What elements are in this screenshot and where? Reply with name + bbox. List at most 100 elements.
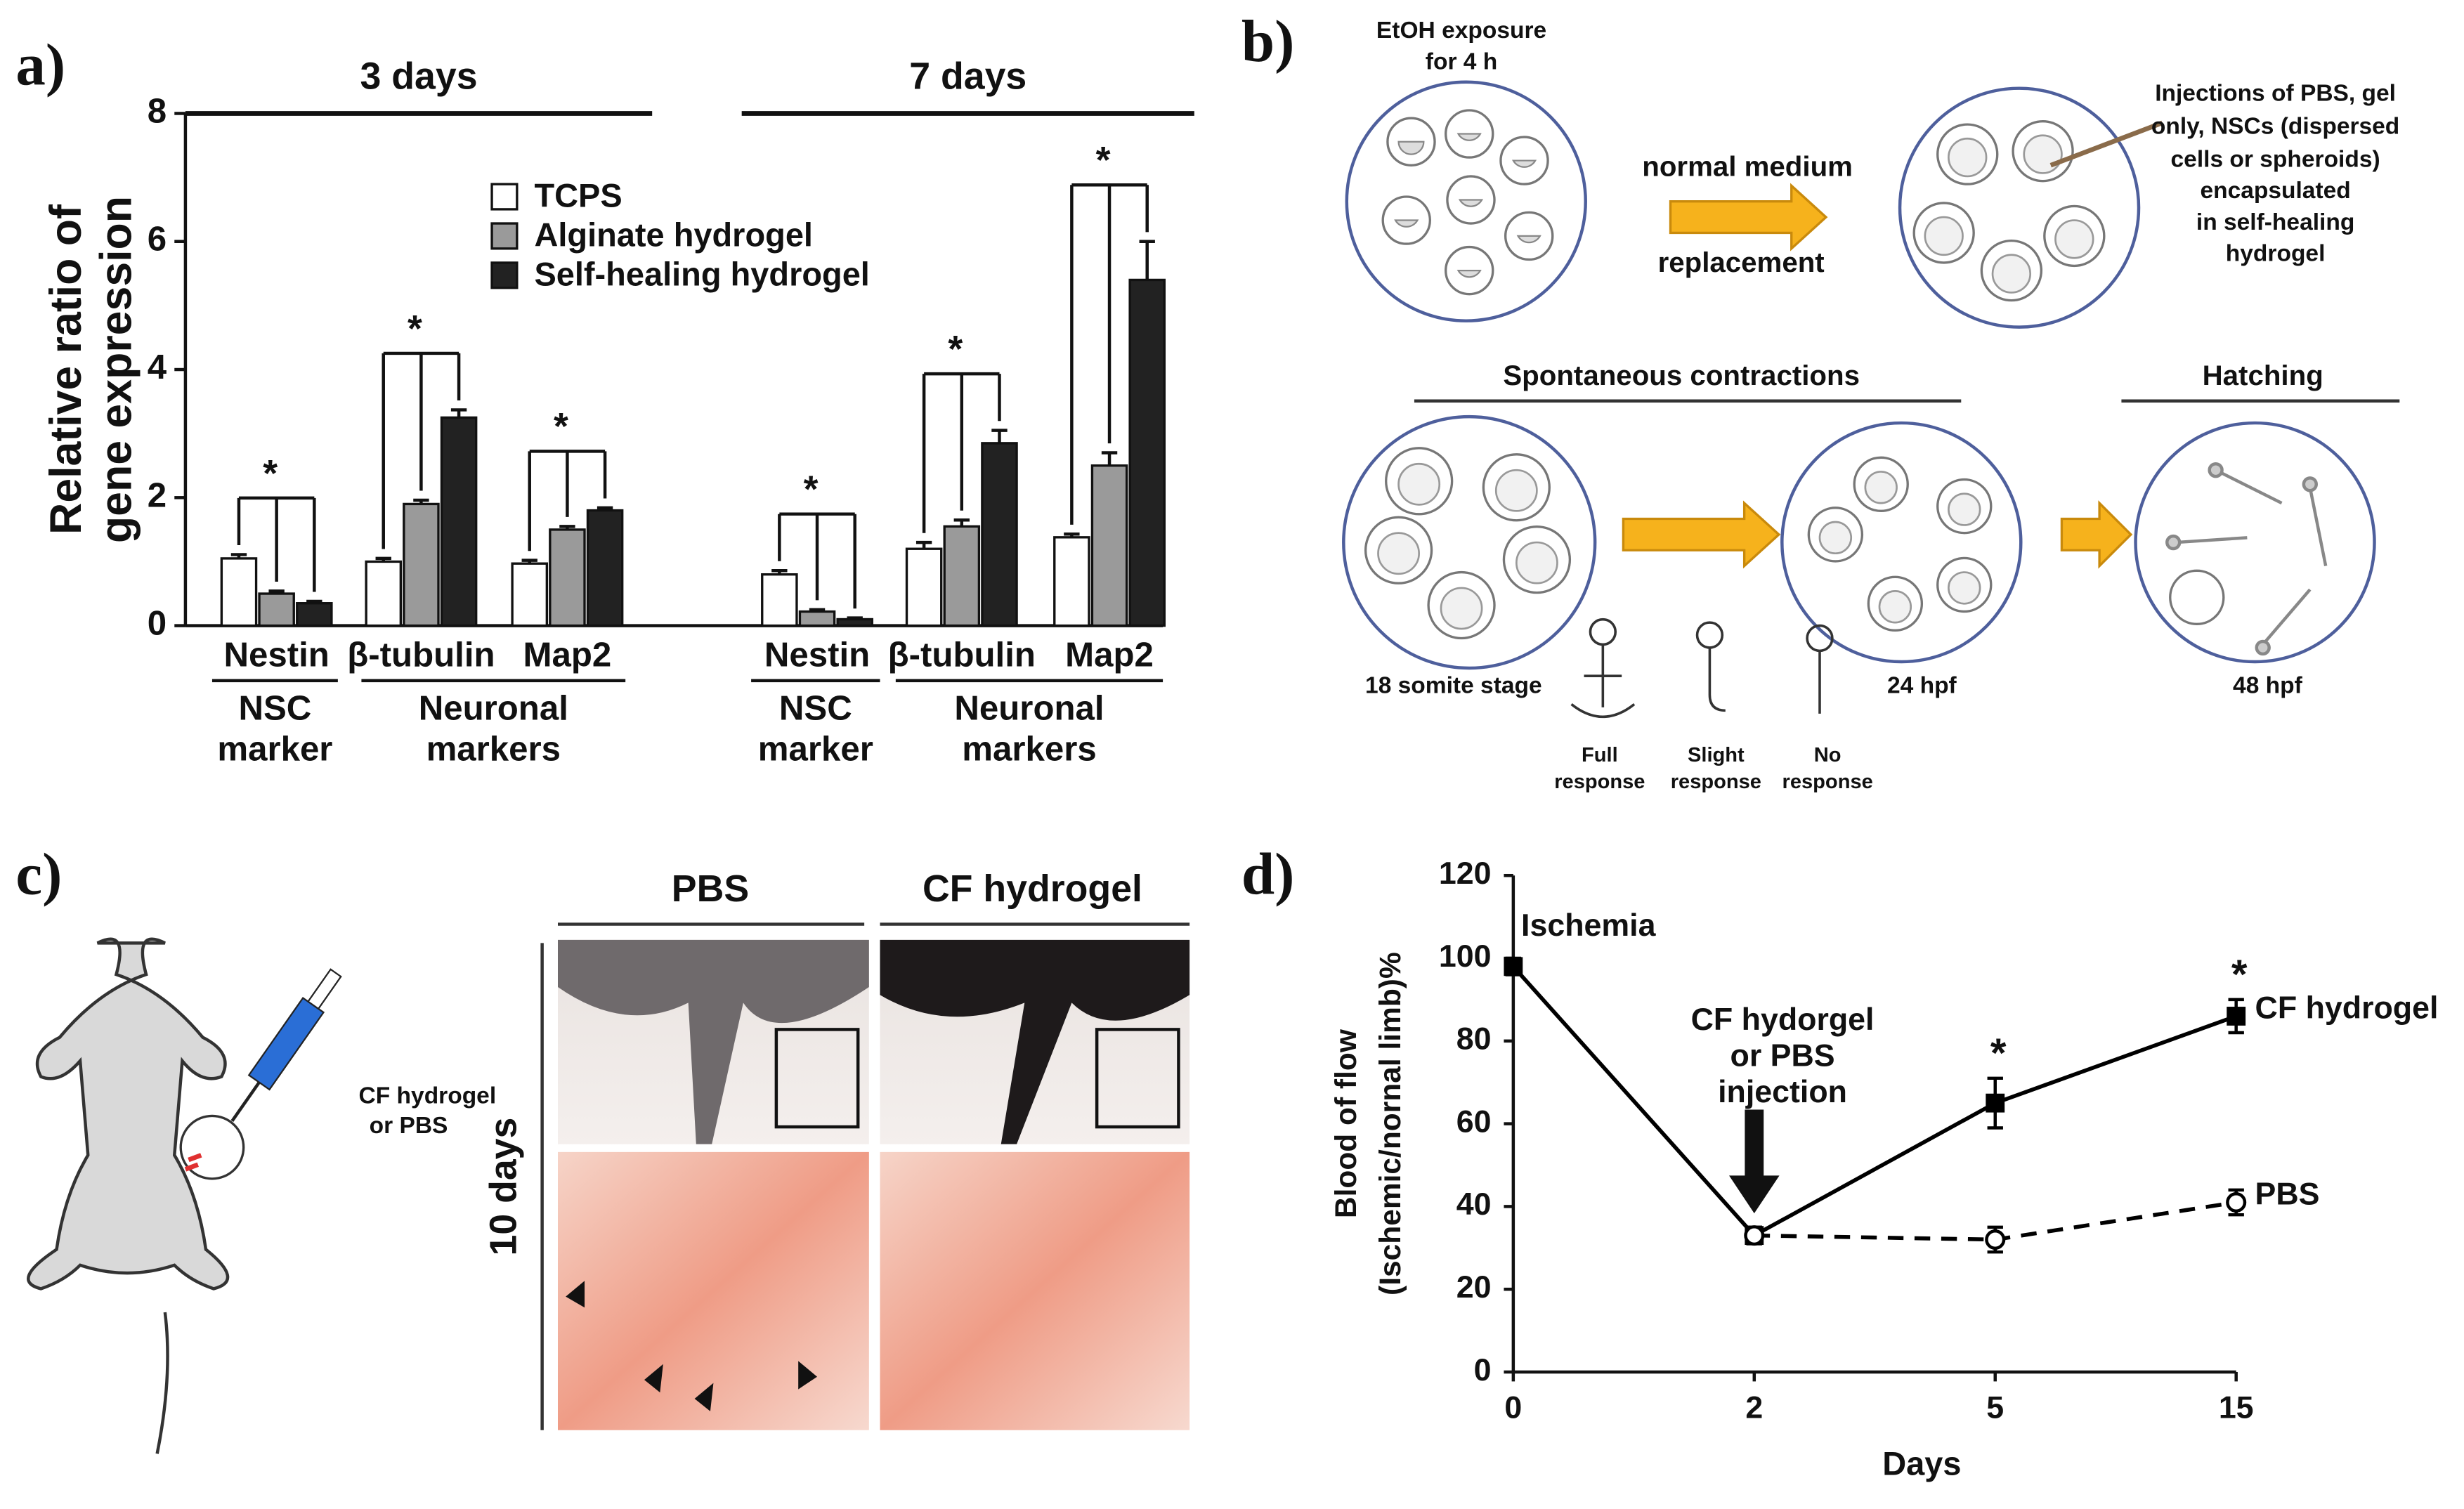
group-label: markers [962, 730, 1096, 769]
legend-label: Alginate hydrogel [534, 216, 813, 254]
bar [258, 592, 295, 627]
needle [2049, 120, 2163, 168]
injection-line: cells or spheroids) [2171, 146, 2380, 172]
injection-line: encapsulated [2200, 178, 2350, 204]
legend-swatch [490, 183, 519, 211]
period-label: 3 days [360, 55, 478, 97]
zoom-box [1095, 1028, 1180, 1129]
column-title: PBS [672, 868, 749, 910]
bar [1053, 536, 1090, 627]
arrow [1622, 500, 1781, 569]
significance: * [408, 308, 422, 350]
injection-text: or PBS [370, 1113, 448, 1139]
bar [403, 502, 440, 627]
phase-title: Hatching [2203, 360, 2323, 391]
stage-label: 48 hpf [2233, 673, 2303, 699]
column-title: CF hydrogel [923, 868, 1142, 910]
injection-line: Injections of PBS, gel [2155, 80, 2396, 106]
stage-label: 18 somite stage [1365, 673, 1542, 699]
y-tick-label: 2 [148, 476, 167, 514]
group-label: NSC [238, 688, 311, 727]
x-tick-label: Map2 [523, 635, 612, 674]
bar [549, 528, 586, 627]
row-title: 10 days [482, 1118, 524, 1256]
significance: * [948, 328, 963, 370]
marker [2226, 1191, 2247, 1213]
group-label: Neuronal [954, 688, 1104, 727]
syringe [230, 968, 342, 1122]
legend-swatch [490, 261, 519, 289]
medium-text: replacement [1658, 247, 1825, 278]
photo-body [557, 939, 869, 1144]
response-label: response [1782, 771, 1873, 793]
mouse [27, 937, 230, 1291]
x-tick-label: β-tubulin [347, 635, 495, 674]
series-label: PBS [2255, 1177, 2320, 1211]
y-tick-label: 60 [1456, 1104, 1492, 1139]
x-tick-label: Map2 [1065, 635, 1154, 674]
response-label: response [1671, 771, 1761, 793]
annotation: CF hydorgel [1691, 1002, 1875, 1037]
bar [798, 610, 836, 627]
y-tick-label: 8 [148, 91, 167, 130]
y-axis-label: Relative ratio of [41, 204, 91, 535]
response-label: Slight [1688, 744, 1745, 766]
exposure-text: for 4 h [1426, 49, 1497, 75]
injection-text: CF hydrogel [359, 1083, 497, 1109]
bar [943, 525, 981, 627]
bar [220, 557, 258, 627]
marker [1985, 1229, 2006, 1250]
x-tick-label: 0 [1504, 1390, 1522, 1425]
bar [761, 573, 798, 627]
y-axis-label: gene expression [92, 196, 141, 543]
injection-text: Injections of PBS, gel only, NSCs (dispe… [2151, 80, 2399, 266]
eggs [1912, 119, 2106, 302]
incision [184, 1153, 202, 1172]
y-tick-label: 0 [148, 604, 167, 643]
bar [981, 442, 1018, 627]
x-tick-label: Nestin [223, 635, 329, 674]
y-tick-label: 0 [1474, 1353, 1492, 1387]
annotation: Ischemia [1521, 908, 1657, 943]
x-tick-label: 5 [1986, 1390, 2004, 1425]
group-label: markers [426, 730, 561, 769]
marker [1744, 1225, 1765, 1246]
eggs [1364, 447, 1572, 640]
significance: * [2231, 952, 2248, 998]
arrow [2060, 500, 2133, 569]
panel-label: b) [1241, 8, 1295, 74]
bar [836, 618, 873, 627]
y-axis-label: (Ischemic/nornal limb)% [1374, 952, 1407, 1295]
response-label: response [1554, 771, 1645, 793]
group-label: marker [758, 730, 873, 769]
y-axis-label: Blood of flow [1330, 1028, 1363, 1218]
marker [1504, 957, 1523, 976]
series-label: CF hydrogel [2255, 991, 2439, 1025]
response-label: No [1814, 744, 1842, 766]
photo-body [880, 939, 1190, 1144]
period-label: 7 days [909, 55, 1026, 97]
eggs [1807, 456, 1993, 632]
bar [586, 509, 624, 627]
legend-label: TCPS [534, 177, 622, 214]
x-tick-label: 15 [2219, 1390, 2254, 1425]
arrow [1669, 183, 1828, 252]
larvae [2165, 462, 2328, 656]
bar [440, 416, 478, 627]
x-tick-label: Nestin [764, 635, 870, 674]
legend-label: Self-healing hydrogel [534, 255, 869, 292]
annotation: injection [1718, 1075, 1847, 1109]
bar [1128, 278, 1166, 627]
injection-line: only, NSCs (dispersed [2151, 113, 2399, 139]
panel-label: a) [15, 32, 65, 98]
series-line [1511, 965, 2237, 1239]
y-tick-label: 80 [1456, 1022, 1492, 1057]
zoom-box [774, 1028, 860, 1129]
response-figures [1570, 618, 1834, 718]
x-tick-label: 2 [1745, 1390, 1763, 1425]
marker [1986, 1093, 2005, 1113]
bar [905, 547, 943, 627]
arrowheads [566, 1281, 818, 1411]
panel-b: b) EtOH exposure for 4 h normal medium r… [1241, 8, 2399, 793]
